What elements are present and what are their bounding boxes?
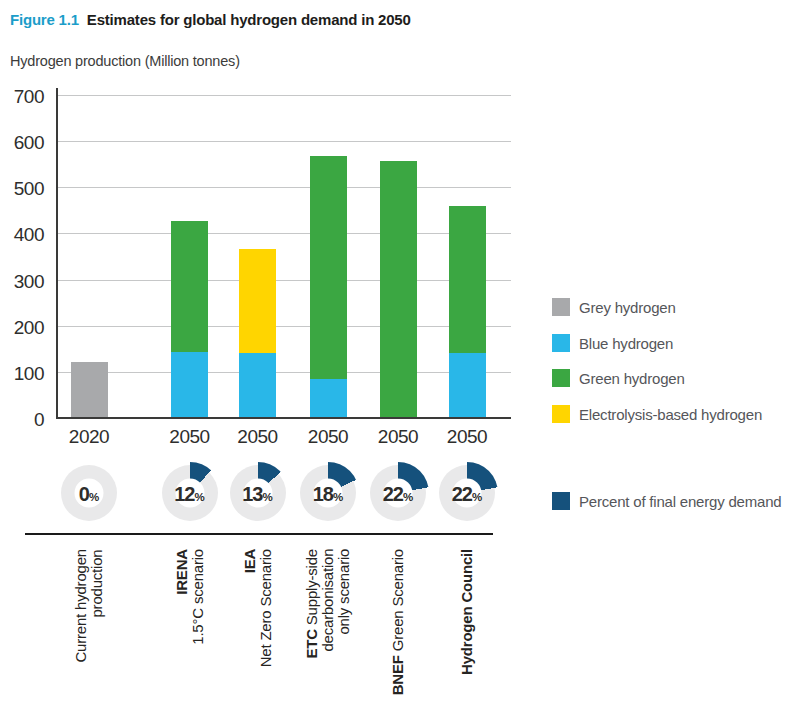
bar-segment-green-3 bbox=[310, 156, 347, 378]
bar-segment-green-1 bbox=[171, 221, 208, 353]
source-label-3: ETC Supply-sidedecarbonisationonly scena… bbox=[304, 549, 353, 659]
x-tick-label-4: 2050 bbox=[358, 427, 438, 447]
donut-percent-4: 22% bbox=[370, 465, 426, 521]
bar-segment-green-5 bbox=[449, 206, 486, 353]
legend-label: Percent of final energy demand bbox=[579, 493, 781, 510]
gridline-300 bbox=[57, 280, 511, 281]
percent-sign: % bbox=[195, 491, 205, 503]
source-label-line: ETC Supply-side bbox=[304, 549, 320, 659]
legend-item-yellow: Electrolysis-based hydrogen bbox=[552, 405, 762, 423]
bar-segment-grey-0 bbox=[71, 362, 108, 417]
percent-sign: % bbox=[333, 491, 343, 503]
x-axis-line bbox=[56, 417, 511, 419]
x-tick-label-0: 2020 bbox=[49, 427, 129, 447]
gridline-600 bbox=[57, 141, 511, 142]
legend-swatch-green bbox=[552, 369, 570, 387]
gridline-100 bbox=[57, 372, 511, 373]
source-label-1: IRENA1.5°C scenario bbox=[173, 549, 205, 645]
legend-label: Blue hydrogen bbox=[579, 335, 673, 352]
y-tick-label-100: 100 bbox=[0, 364, 44, 384]
percent-sign: % bbox=[472, 491, 482, 503]
source-label-line: Hydrogen Council bbox=[459, 549, 475, 675]
y-tick-label-500: 500 bbox=[0, 179, 44, 199]
bar-segment-blue-5 bbox=[449, 353, 486, 417]
legend-label: Electrolysis-based hydrogen bbox=[579, 406, 762, 423]
percent-sign: % bbox=[263, 491, 273, 503]
y-tick-label-600: 600 bbox=[0, 133, 44, 153]
donut-value-2: 13% bbox=[230, 484, 286, 507]
donut-value-4: 22% bbox=[370, 484, 426, 507]
legend-swatch-yellow bbox=[552, 405, 570, 423]
source-label-line: 1.5°C scenario bbox=[190, 549, 206, 645]
figure: Figure 1.1 Estimates for global hydrogen… bbox=[0, 0, 800, 709]
y-tick-label-0: 0 bbox=[0, 410, 44, 430]
legend-label: Green hydrogen bbox=[579, 370, 685, 387]
source-label-line: decarbonisation bbox=[320, 549, 336, 659]
source-label-line: Net Zero Scenario bbox=[258, 549, 274, 667]
source-label-line: Current hydrogen bbox=[73, 549, 89, 663]
legend-item-grey: Grey hydrogen bbox=[552, 298, 676, 316]
donut-value-5: 22% bbox=[439, 484, 495, 507]
legend-swatch-blue bbox=[552, 334, 570, 352]
donut-percent-1: 12% bbox=[162, 465, 218, 521]
legend-swatch-navy bbox=[552, 492, 570, 510]
y-axis-title: Hydrogen production (Million tonnes) bbox=[10, 53, 240, 69]
x-tick-label-5: 2050 bbox=[427, 427, 507, 447]
donut-percent-0: 0% bbox=[61, 465, 117, 521]
legend-label: Grey hydrogen bbox=[579, 299, 676, 316]
gridline-400 bbox=[57, 233, 511, 234]
bar-segment-blue-3 bbox=[310, 379, 347, 417]
percent-sign: % bbox=[89, 491, 99, 503]
figure-header: Figure 1.1 Estimates for global hydrogen… bbox=[10, 11, 411, 28]
bar-segment-blue-1 bbox=[171, 352, 208, 417]
source-label-5: Hydrogen Council bbox=[459, 549, 475, 675]
y-axis-line bbox=[56, 88, 58, 419]
source-label-line: BNEF Green Scenario bbox=[390, 549, 406, 695]
bar-segment-green-4 bbox=[380, 161, 417, 417]
x-tick-label-2: 2050 bbox=[218, 427, 298, 447]
donut-percent-3: 18% bbox=[300, 465, 356, 521]
source-label-0: Current hydrogenproduction bbox=[73, 549, 105, 663]
gridline-200 bbox=[57, 326, 511, 327]
donut-percent-5: 22% bbox=[439, 465, 495, 521]
legend-item-green: Green hydrogen bbox=[552, 369, 685, 387]
legend-item-navy: Percent of final energy demand bbox=[552, 492, 781, 510]
x-tick-label-3: 2050 bbox=[288, 427, 368, 447]
legend-item-blue: Blue hydrogen bbox=[552, 334, 673, 352]
source-label-line: IRENA bbox=[173, 549, 189, 645]
donut-percent-2: 13% bbox=[230, 465, 286, 521]
source-label-2: IEANet Zero Scenario bbox=[241, 549, 273, 667]
category-divider-line bbox=[25, 533, 493, 535]
bar-segment-blue-2 bbox=[239, 353, 276, 417]
donut-value-1: 12% bbox=[162, 484, 218, 507]
y-tick-label-300: 300 bbox=[0, 272, 44, 292]
bar-segment-yellow-2 bbox=[239, 249, 276, 354]
percent-sign: % bbox=[403, 491, 413, 503]
y-tick-label-200: 200 bbox=[0, 318, 44, 338]
source-label-4: BNEF Green Scenario bbox=[390, 549, 406, 695]
y-tick-label-700: 700 bbox=[0, 87, 44, 107]
figure-number: Figure 1.1 bbox=[10, 11, 79, 28]
y-tick-label-400: 400 bbox=[0, 225, 44, 245]
source-label-line: IEA bbox=[241, 549, 257, 667]
gridline-500 bbox=[57, 187, 511, 188]
donut-value-3: 18% bbox=[300, 484, 356, 507]
legend-swatch-grey bbox=[552, 298, 570, 316]
figure-title: Estimates for global hydrogen demand in … bbox=[87, 11, 411, 28]
source-label-line: production bbox=[89, 549, 105, 663]
donut-value-0: 0% bbox=[61, 484, 117, 507]
source-label-line: only scenario bbox=[336, 549, 352, 659]
gridline-700 bbox=[57, 95, 511, 96]
